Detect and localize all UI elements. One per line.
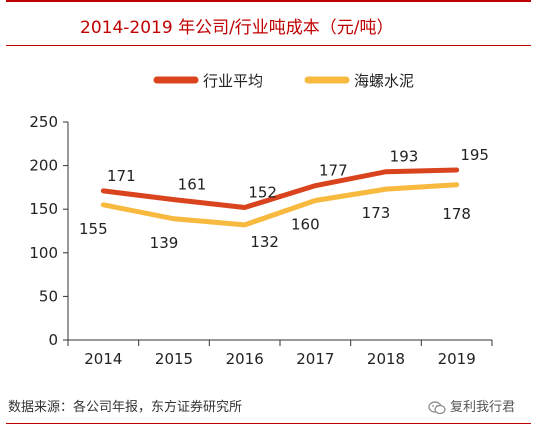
data-label-series-1: 161 <box>178 176 207 194</box>
data-label-series-2: 178 <box>442 205 471 223</box>
legend: 行业平均 海螺水泥 <box>153 72 414 90</box>
x-tick-label: 2017 <box>296 350 334 368</box>
legend-label-1: 行业平均 <box>203 72 263 90</box>
x-tick-label: 2015 <box>155 350 193 368</box>
y-tick-label: 200 <box>29 157 58 175</box>
y-tick-label: 0 <box>48 331 58 349</box>
data-label-series-1: 195 <box>460 146 489 164</box>
watermark-text: 复利我行君 <box>450 400 516 415</box>
wechat-icon <box>428 400 446 414</box>
data-label-series-2: 132 <box>250 233 279 251</box>
x-tick-label: 2016 <box>226 350 264 368</box>
data-label-series-2: 139 <box>150 234 179 252</box>
x-tick-label: 2019 <box>438 350 476 368</box>
watermark: 复利我行君 <box>428 396 515 415</box>
series-line-1 <box>100 167 460 210</box>
y-tick-label: 250 <box>29 113 58 131</box>
y-tick-label: 50 <box>39 287 58 305</box>
x-tick-label: 2014 <box>84 350 122 368</box>
data-label-series-2: 155 <box>79 220 108 238</box>
y-tick-label: 100 <box>29 244 58 262</box>
bottom-rule <box>6 423 531 424</box>
y-tick-label: 150 <box>29 200 58 218</box>
chart-axes: 0 50 100 150 200 250 2014 2015 2016 2017 2018 2019 <box>29 113 493 368</box>
series-line-2 <box>100 182 460 228</box>
legend-label-2: 海螺水泥 <box>354 72 414 90</box>
top-rule <box>6 0 531 2</box>
data-label-series-1: 152 <box>248 183 277 201</box>
data-labels: 171 161 152 177 193 195 155 139 132 160 173 178 <box>79 146 489 252</box>
data-label-series-2: 173 <box>362 204 391 222</box>
data-label-series-1: 193 <box>390 148 419 166</box>
data-label-series-2: 160 <box>291 215 320 233</box>
series-layer <box>100 167 460 228</box>
source-note: 数据来源：各公司年报，东方证券研究所 <box>8 400 243 415</box>
x-tick-label: 2018 <box>367 350 405 368</box>
chart-title: 2014-2019 年公司/行业吨成本（元/吨） <box>80 18 394 38</box>
data-label-series-1: 171 <box>107 167 136 185</box>
title-rule <box>6 45 531 46</box>
data-label-series-1: 177 <box>319 162 348 180</box>
